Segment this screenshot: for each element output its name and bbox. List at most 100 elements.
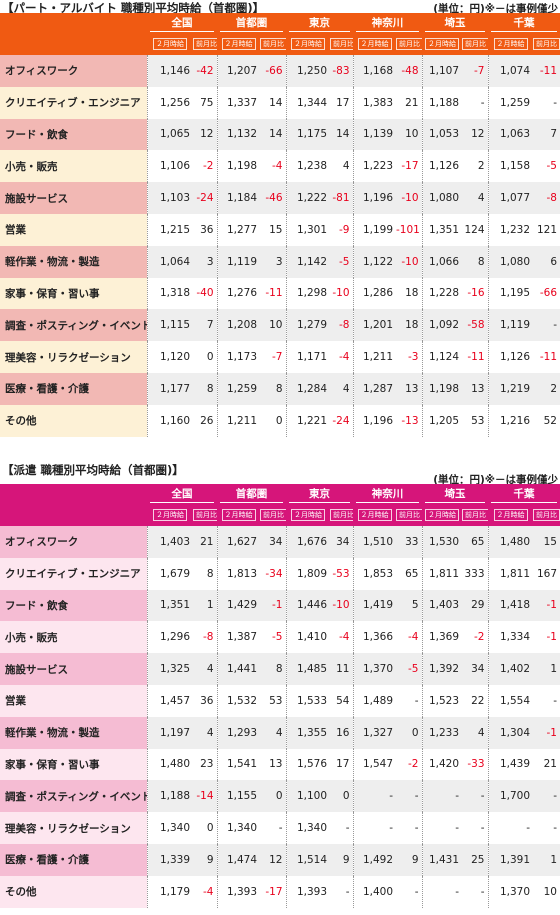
change-cell: 29 — [462, 589, 488, 622]
category-label: 軽作業・物流・製造 — [0, 245, 147, 278]
table-row: オフィスワーク 1,403 21 1,627 34 1,676 34 1,510 33 1,530… — [0, 526, 560, 558]
change-cell: - — [533, 684, 560, 717]
wage-cell: 1,420 — [421, 748, 462, 781]
table-row: フード・飲食 1,065 12 1,132 14 1,175 14 1,139 10 1,053 1… — [0, 118, 560, 151]
change-cell: 17 — [330, 748, 353, 781]
change-cell: 6 — [533, 245, 560, 278]
change-cell: 0 — [396, 716, 422, 749]
wage-cell: 1,391 — [487, 843, 533, 876]
wage-cell: - — [421, 812, 462, 844]
table-row: 調査・ポスティング・イベント 1,188 -14 1,155 0 1,100 0- - - -1,… — [0, 780, 560, 813]
change-cell: -17 — [260, 875, 286, 908]
wage-cell: 1,155 — [216, 780, 260, 813]
part-time-unit-note: (単位：円)※－は事例僅少 — [433, 3, 558, 15]
wage-cell: 1,514 — [285, 843, 330, 876]
table-row: 調査・ポスティング・イベント 1,115 7 1,208 10 1,279 -8 1,201 1… — [0, 309, 560, 342]
wage-cell: 1,387 — [216, 621, 260, 654]
wage-cell: 1,339 — [146, 843, 193, 876]
change-cell: -58 — [462, 309, 488, 342]
category-label: 小売・販売 — [0, 621, 147, 654]
change-cell: 10 — [396, 118, 422, 151]
wage-cell: 1,115 — [146, 309, 193, 342]
change-cell: 14 — [260, 118, 286, 151]
change-cell: 7 — [533, 118, 560, 151]
sub-header-label: ２月時給 — [425, 38, 459, 50]
region-header: 首都圏 — [217, 484, 286, 504]
region-label: 全国 — [150, 15, 214, 32]
wage-cell: 1,053 — [421, 118, 462, 151]
wage-cell: 1,403 — [146, 526, 193, 558]
sub-header-label: ２月時給 — [357, 509, 392, 521]
change-cell: 9 — [193, 843, 217, 876]
wage-cell: 1,198 — [421, 372, 462, 405]
wage-cell: 1,188 — [146, 780, 193, 813]
change-cell: 4 — [462, 716, 488, 749]
header-corner — [0, 484, 147, 526]
change-column-header: 前月比 — [193, 33, 217, 55]
wage-cell: 1,107 — [421, 55, 462, 87]
wage-column-header: ２月時給 — [147, 33, 193, 55]
change-cell: 34 — [462, 653, 488, 685]
wage-cell: 1,532 — [216, 684, 260, 717]
change-cell: -83 — [330, 55, 353, 87]
wage-cell: 1,700 — [487, 780, 533, 813]
change-column-header: 前月比 — [533, 504, 560, 526]
wage-cell: 1,809 — [285, 557, 330, 590]
sub-header-label: 前月比 — [396, 509, 422, 521]
change-cell: 15 — [260, 213, 286, 246]
change-cell: -2 — [462, 621, 488, 654]
sub-header-row: ２月時給 前月比 ２月時給 前月比 ２月時給 前月比 ２月時給 前月比 ２月時給 前月比 ２月時給前… — [0, 33, 560, 55]
change-cell: -2 — [396, 748, 422, 781]
region-header: 東京 — [286, 484, 353, 504]
change-cell: 0 — [193, 341, 217, 373]
wage-cell: 1,238 — [285, 150, 330, 183]
change-cell: -66 — [533, 277, 560, 310]
wage-cell: 1,103 — [146, 182, 193, 214]
wage-cell: 1,223 — [352, 150, 396, 183]
sub-header-label: ２月時給 — [221, 38, 256, 50]
change-cell: -11 — [533, 341, 560, 373]
change-cell: -1 — [260, 589, 286, 622]
wage-cell: 1,523 — [421, 684, 462, 717]
change-cell: 25 — [462, 843, 488, 876]
table-row: 軽作業・物流・製造 1,064 3 1,119 3 1,142 -5 1,122 -10 1,06… — [0, 245, 560, 278]
category-label: フード・飲食 — [0, 118, 147, 151]
category-label: 調査・ポスティング・イベント — [0, 309, 147, 342]
change-cell: 1 — [533, 653, 560, 685]
wage-cell: 1,318 — [146, 277, 193, 310]
sub-header-label: ２月時給 — [291, 509, 325, 521]
wage-cell: 1,576 — [285, 748, 330, 781]
change-cell: - — [533, 86, 560, 119]
wage-cell: 1,080 — [487, 245, 533, 278]
change-cell: 53 — [462, 404, 488, 437]
wage-cell: 1,250 — [285, 55, 330, 87]
wage-cell: - — [487, 812, 533, 844]
change-cell: 23 — [193, 748, 217, 781]
wage-cell: 1,530 — [421, 526, 462, 558]
category-label: 家事・保育・習い事 — [0, 277, 147, 310]
change-cell: 15 — [533, 526, 560, 558]
wage-cell: - — [421, 875, 462, 908]
change-cell: -101 — [396, 213, 422, 246]
wage-cell: 1,256 — [146, 86, 193, 119]
change-cell: -1 — [533, 621, 560, 654]
region-header-row: 全国 首都圏 東京 神奈川 埼玉 千葉 — [0, 484, 560, 526]
wage-cell: 1,205 — [421, 404, 462, 437]
wage-cell: 1,122 — [352, 245, 396, 278]
change-cell: - — [396, 875, 422, 908]
wage-cell: 1,146 — [146, 55, 193, 87]
change-cell: -24 — [330, 404, 353, 437]
change-cell: -11 — [533, 55, 560, 87]
wage-cell: 1,400 — [352, 875, 396, 908]
change-cell: 65 — [396, 557, 422, 590]
change-column-header: 前月比 — [396, 504, 422, 526]
category-label: 調査・ポスティング・イベント — [0, 780, 147, 813]
sub-header-label: 前月比 — [533, 509, 560, 521]
wage-cell: 1,188 — [421, 86, 462, 119]
wage-cell: 1,201 — [352, 309, 396, 342]
region-header: 千葉 — [488, 484, 560, 504]
wage-cell: 1,139 — [352, 118, 396, 151]
wage-cell: 1,219 — [487, 372, 533, 405]
region-header: 首都圏 — [217, 13, 286, 33]
table-row: 小売・販売 1,106 -2 1,198 -4 1,238 4 1,223 -17 1,126 2 1… — [0, 150, 560, 183]
